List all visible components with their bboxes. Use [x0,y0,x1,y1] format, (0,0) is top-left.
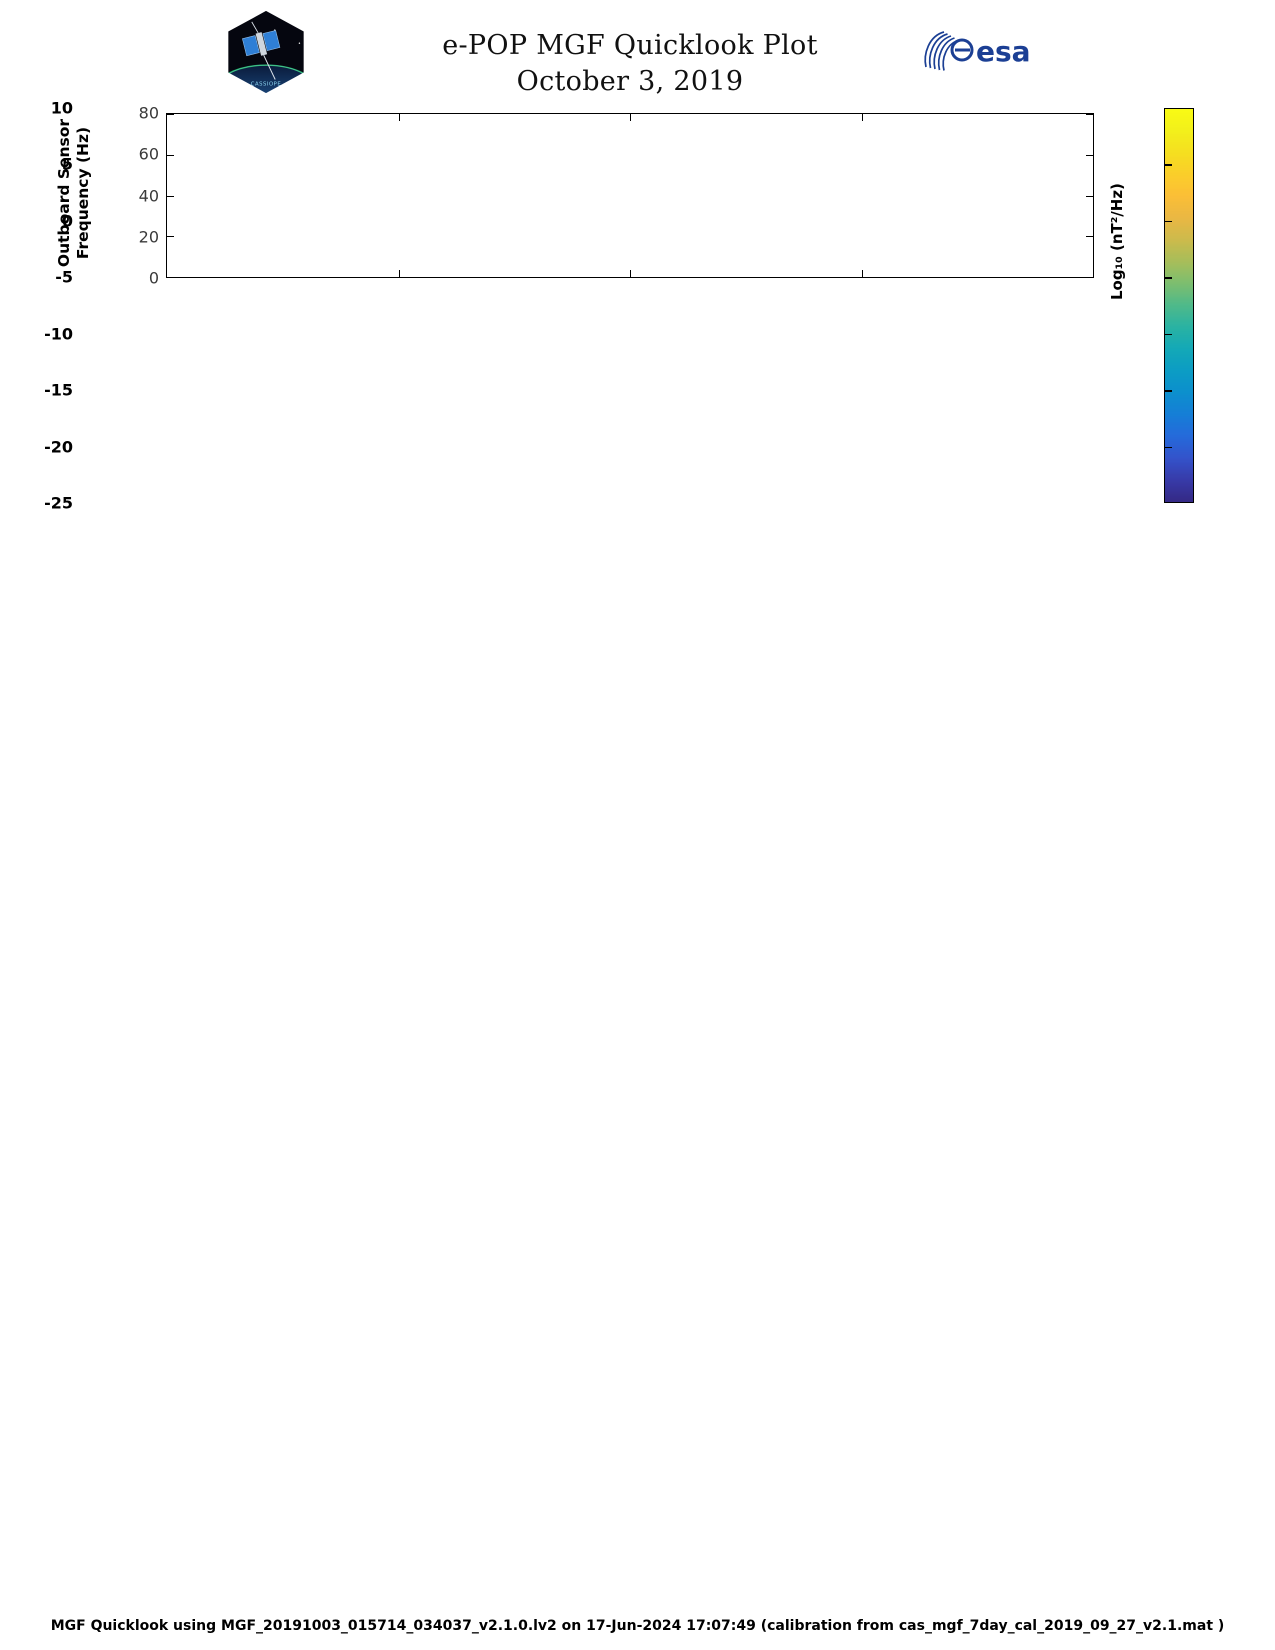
y-tick [167,277,174,278]
title-line-2: October 3, 2019 [516,66,744,97]
colorbar-title: Log₁₀ (nT²/Hz) [1108,183,1126,300]
cassiope-mission-patch-icon: CASSIOPE [226,8,306,96]
colorbar-tick-label: -10 [44,324,73,344]
outboard-spectrogram-ylabel: Outboard Sensor Frequency (Hz) [55,118,92,267]
colorbar-tick [1164,446,1172,449]
footer-note: MGF Quicklook using MGF_20191003_015714_… [50,1618,1225,1634]
outboard-spectrogram-data [167,114,1093,277]
y-tick-label: 20 [138,227,159,247]
colorbar-tick-label: -20 [44,437,73,457]
svg-text:CASSIOPE: CASSIOPE [251,81,281,87]
colorbar-tick [1164,220,1172,223]
colorbar-tick-label: -5 [55,267,73,287]
colorbar-tick-label: 5 [61,154,73,174]
y-tick-label: 60 [138,144,159,164]
colorbar-tick [1164,390,1172,392]
colorbar [1164,108,1194,503]
title-line-1: e-POP MGF Quicklook Plot [442,30,818,61]
colorbar-gradient [1165,109,1193,502]
colorbar-tick-label: 0 [61,211,73,231]
y-tick [1086,277,1093,278]
colorbar-tick [1164,333,1172,336]
y-tick-label: 0 [148,268,159,288]
esa-wordmark: esa [976,35,1031,68]
colorbar-tick-label: 10 [50,98,73,118]
colorbar-tick [1164,277,1172,279]
page-title: e-POP MGF Quicklook Plot October 3, 2019 [300,28,960,100]
y-tick-label: 80 [138,103,159,123]
esa-logo-icon: esa [924,31,1031,71]
colorbar-tick-label: -15 [44,380,73,400]
outboard-spectrogram-axes [166,113,1094,278]
page-header: CASSIOPE e-POP MGF Quicklook Plot Octobe… [0,0,1275,100]
colorbar-tick [1164,164,1172,167]
colorbar-tick-label: -25 [44,493,73,513]
y-tick-label: 40 [138,186,159,205]
